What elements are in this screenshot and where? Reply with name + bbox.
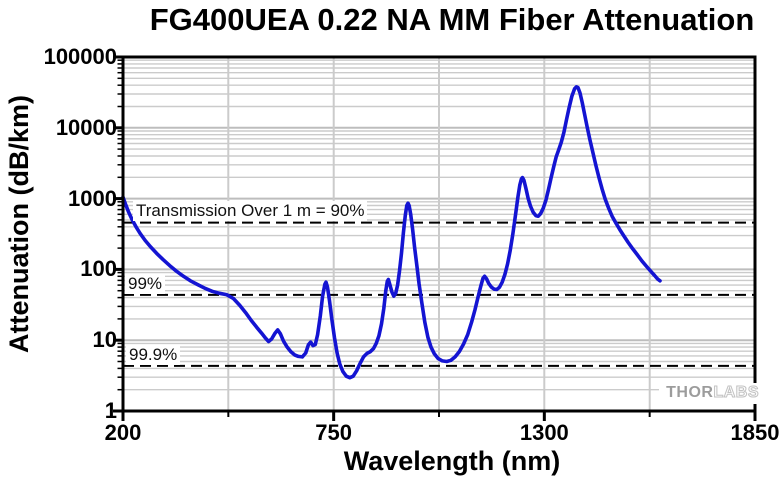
chart-title: FG400UEA 0.22 NA MM Fiber Attenuation: [149, 2, 755, 37]
x-tick-label: 1850: [730, 420, 780, 445]
y-tick-label: 10: [92, 327, 117, 353]
x-tick-label: 1300: [519, 420, 569, 445]
x-tick-label: 750: [315, 420, 353, 445]
y-tick-label: 1000: [68, 185, 117, 211]
annotation-transmission-99: 99%: [125, 274, 166, 294]
attenuation-curve: [121, 85, 662, 380]
plot-frame: [121, 55, 757, 413]
thorlabs-logo-thor: THOR: [666, 384, 714, 401]
y-tick-label: 10000: [55, 114, 117, 140]
x-axis-title: Wavelength (nm): [343, 446, 561, 476]
thorlabs-logo: THORLABS: [659, 383, 761, 404]
y-tick-label: 100: [80, 256, 117, 282]
y-tick-label: 100000: [43, 44, 117, 69]
x-tick-label: 200: [104, 420, 142, 445]
thorlabs-logo-labs: LABS: [713, 384, 759, 402]
annotation-transmission-99-9: 99.9%: [126, 345, 181, 365]
annotation-transmission-90: Transmission Over 1 m = 90%: [133, 201, 368, 221]
y-tick-label: 1: [104, 398, 117, 423]
